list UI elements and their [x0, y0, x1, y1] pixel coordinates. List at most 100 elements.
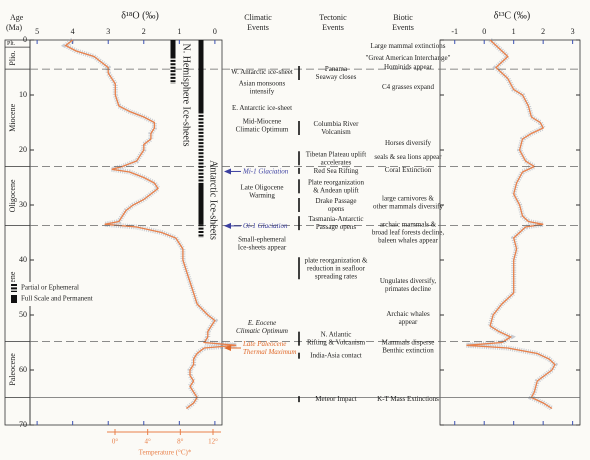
event-label: Oi-1 Glaciation: [243, 222, 288, 230]
event-label: W. Antarctic ice-sheet: [231, 68, 293, 76]
axis-title: δ¹⁸O (‰): [121, 10, 159, 21]
event-line: Mammals disperse: [382, 338, 435, 346]
x-tick-label: 4: [71, 27, 75, 36]
age-tick-label: 40: [19, 255, 27, 264]
x-tick-label: -1: [451, 27, 458, 36]
column-header: Biotic: [393, 13, 413, 22]
event-label: E. Eocene Climatic Optimum: [236, 319, 288, 335]
age-tick-label: 0: [23, 35, 27, 44]
temperature-tick-label: 12°: [208, 438, 218, 446]
event-line: Thermal Maximum: [243, 348, 296, 356]
event-label: C4 grasses expand: [382, 82, 435, 90]
event-line: Mid-Miocene: [243, 117, 282, 125]
column-header: Climatic: [244, 13, 272, 22]
event-label: India-Asia contact: [310, 351, 362, 359]
event-line: Asian monsoons: [239, 79, 286, 87]
event-label: Mi-1 Glaciation: [242, 167, 289, 175]
age-tick-label: 30: [19, 200, 27, 209]
event-line: Mi-1 Glaciation: [242, 167, 289, 175]
event-label: Late Paleocene Thermal Maximum: [242, 340, 296, 356]
event-arrow-head: [224, 168, 231, 175]
age-axis-label: Age: [10, 13, 24, 22]
epoch-label: Plt.: [7, 41, 16, 47]
event-line: Columbia River: [314, 120, 360, 128]
event-label: Drake Passage opens: [315, 197, 356, 213]
event-line: E. Antarctic ice-sheet: [232, 104, 292, 112]
event-line: India-Asia contact: [310, 351, 362, 359]
event-label: Tasmania-Antarctic Passage opens: [308, 215, 363, 231]
event-label: Late Oligocene Warming: [241, 183, 284, 199]
epoch-label: Paleocene: [8, 353, 17, 386]
x-tick-label: 3: [106, 27, 110, 36]
x-tick-label: 2: [541, 27, 545, 36]
event-line: Ungulates diversify,: [380, 276, 437, 284]
event-line: primates decline: [385, 284, 431, 292]
epoch-label: Plio.: [8, 51, 17, 66]
event-arrow-head: [224, 222, 231, 229]
x-tick-label: 0: [482, 27, 486, 36]
epoch-label: Miocene: [8, 103, 17, 131]
axis-title: δ¹³C (‰): [494, 10, 531, 21]
event-line: W. Antarctic ice-sheet: [231, 68, 293, 76]
event-label: archaic mammals & broad leaf forests decl…: [372, 220, 445, 244]
event-label: plate reorganization & reduction in seafl…: [305, 256, 368, 280]
plot-frame: [439, 39, 581, 426]
event-line: Plate reorganization: [308, 178, 365, 186]
event-line: Small-ephemeral: [238, 235, 286, 243]
event-line: opens: [328, 205, 345, 213]
x-tick-label: 1: [512, 27, 516, 36]
x-tick-label: 2: [142, 27, 146, 36]
x-tick-label: 0: [213, 27, 217, 36]
age-tick-label: 10: [19, 90, 27, 99]
event-line: intensify: [250, 87, 275, 95]
event-label: large carnivores & other mammals diversif…: [373, 194, 443, 210]
event-label: E. Antarctic ice-sheet: [232, 104, 292, 112]
age-tick-label: 50: [19, 310, 27, 319]
x-tick-label: 1: [177, 27, 181, 36]
temperature-tick-label: 4°: [145, 438, 152, 446]
event-line: Horses diversify: [385, 138, 432, 146]
event-line: spreading rates: [315, 272, 357, 280]
event-label: Large mammal extinctions: [371, 42, 446, 50]
ice-sheet-label: Antarctic Ice-sheets: [208, 160, 219, 240]
age-tick-label: 60: [19, 365, 27, 374]
event-line: K-T Mass Extinctions: [377, 395, 439, 403]
event-label: Plate reorganization & Andean uplift: [308, 178, 365, 194]
event-label: N. Atlantic Rifting & Volcanism: [307, 330, 366, 346]
event-line: Oi-1 Glaciation: [243, 222, 288, 230]
event-line: C4 grasses expand: [382, 82, 435, 90]
event-line: accelerates: [321, 158, 352, 166]
column-header: Events: [322, 23, 344, 32]
event-line: other mammals diversify: [373, 202, 443, 210]
event-line: Ice-sheets appear: [238, 243, 287, 251]
age-tick-label: 70: [19, 420, 27, 429]
legend-label: Partial or Ephemeral: [21, 284, 79, 292]
event-line: Rifting & Volcanism: [307, 338, 366, 346]
event-line: baleen whales appear: [378, 236, 439, 244]
event-line: & Andean uplift: [313, 186, 359, 194]
event-label: Archaic whales appear: [386, 309, 430, 325]
temperature-tick-label: 0°: [112, 438, 119, 446]
event-line: appear: [399, 317, 418, 325]
event-label: Meteor Impact: [315, 395, 356, 403]
event-line: Coral Extinction: [385, 165, 432, 173]
event-label: Coral Extinction: [385, 165, 432, 173]
legend-box: [6, 282, 126, 306]
event-line: archaic mammals &: [380, 220, 437, 228]
x-tick-label: 3: [571, 27, 575, 36]
age-axis-unit: (Ma): [6, 23, 22, 32]
temperature-axis-label: Temperature (°C)*: [139, 449, 192, 457]
event-label: "Great American Interchange": [365, 54, 450, 62]
event-label: Mammals disperse Benthic extinction: [382, 338, 435, 354]
event-line: Late Oligocene: [241, 183, 284, 191]
event-label: Hominids appear: [384, 63, 433, 71]
event-arrow-head: [224, 345, 231, 351]
age-tick-label: 20: [19, 145, 27, 154]
event-line: Panama: [325, 65, 348, 73]
event-line: plate reorganization &: [305, 256, 368, 264]
event-line: Archaic whales: [386, 309, 430, 317]
x-tick-label: 5: [35, 27, 39, 36]
event-line: E. Eocene: [247, 319, 276, 327]
event-line: large carnivores &: [382, 194, 435, 202]
event-line: Climatic Optimum: [236, 125, 289, 133]
